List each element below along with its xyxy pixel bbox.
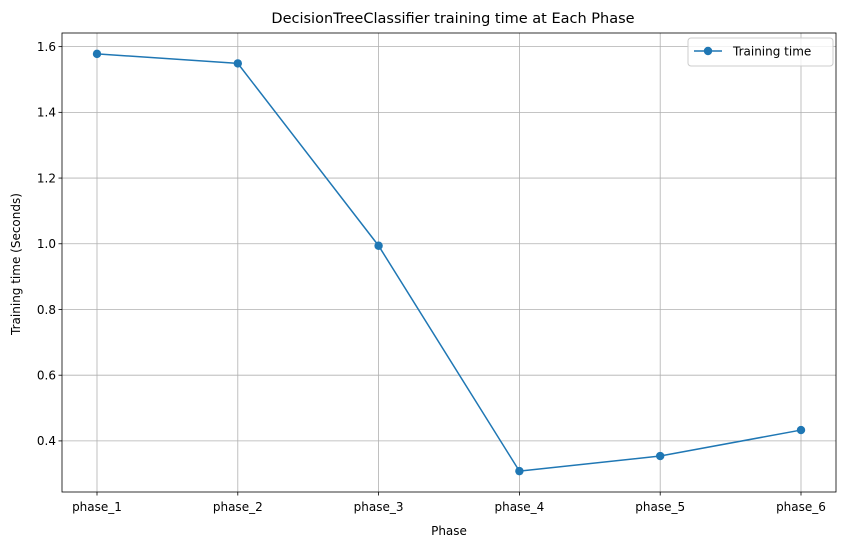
data-point-phase_3 (374, 241, 383, 250)
x-axis-label: Phase (431, 524, 467, 538)
chart-title: DecisionTreeClassifier training time at … (271, 11, 634, 27)
y-axis-ticks: 0.4 0.6 0.8 1.0 1.2 1.4 1.6 (37, 40, 62, 448)
legend-marker-icon (703, 46, 713, 56)
data-point-phase_1 (92, 49, 102, 59)
plot-frame (61, 32, 837, 493)
y-tick-label: 1.4 (37, 106, 56, 120)
series-line-training-time (96, 53, 802, 472)
y-tick-label: 0.4 (37, 434, 56, 448)
data-point-phase_2 (233, 59, 242, 68)
x-tick-label: phase_6 (776, 500, 826, 514)
data-point-phase_5 (656, 451, 665, 461)
x-tick-label: phase_2 (213, 500, 263, 514)
x-grid (96, 33, 802, 492)
y-tick-label: 0.8 (37, 303, 56, 317)
legend-frame (687, 37, 834, 67)
x-tick-label: phase_5 (635, 500, 685, 514)
x-tick-label: phase_4 (494, 500, 544, 514)
y-tick-label: 1.0 (37, 237, 56, 251)
y-tick-label: 0.6 (37, 368, 56, 382)
y-axis-label: Training time (Seconds) (9, 193, 23, 336)
data-point-phase_6 (796, 425, 806, 435)
y-tick-label: 1.6 (37, 40, 56, 54)
y-tick-label: 1.2 (37, 171, 56, 185)
data-point-phase_4 (515, 466, 524, 476)
x-tick-label: phase_3 (354, 500, 404, 514)
plot-series (92, 49, 806, 476)
legend: Training time (687, 37, 834, 67)
x-tick-label: phase_1 (72, 500, 122, 514)
legend-label: Training time (732, 45, 811, 59)
x-axis-ticks: phase_1 phase_2 phase_3 phase_4 phase_5 phase… (72, 492, 826, 514)
